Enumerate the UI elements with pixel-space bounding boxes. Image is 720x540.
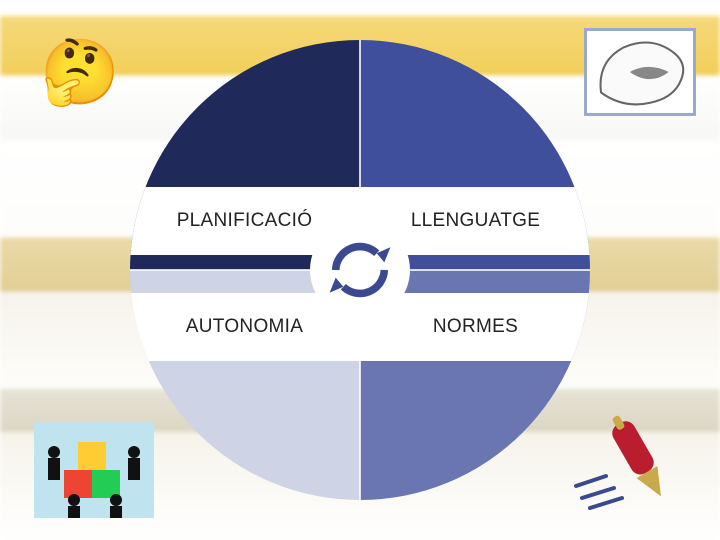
team-puzzle-icon	[34, 422, 154, 518]
corner-image-thinking: 🤔	[28, 24, 132, 120]
corner-image-pen	[570, 410, 680, 510]
thinking-emoji-icon: 🤔	[40, 40, 120, 104]
fountain-pen-icon	[570, 410, 680, 510]
quadrant-diagram: PLANIFICACIÓ LLENGUATGE AUTONOMIA NORMES	[130, 40, 590, 500]
corner-image-mouth-profile	[584, 28, 696, 116]
corner-image-team-puzzle	[34, 422, 154, 518]
center-cycle-icon	[310, 220, 410, 320]
cycle-arrows-icon	[322, 232, 398, 308]
mouth-profile-icon	[587, 31, 693, 113]
